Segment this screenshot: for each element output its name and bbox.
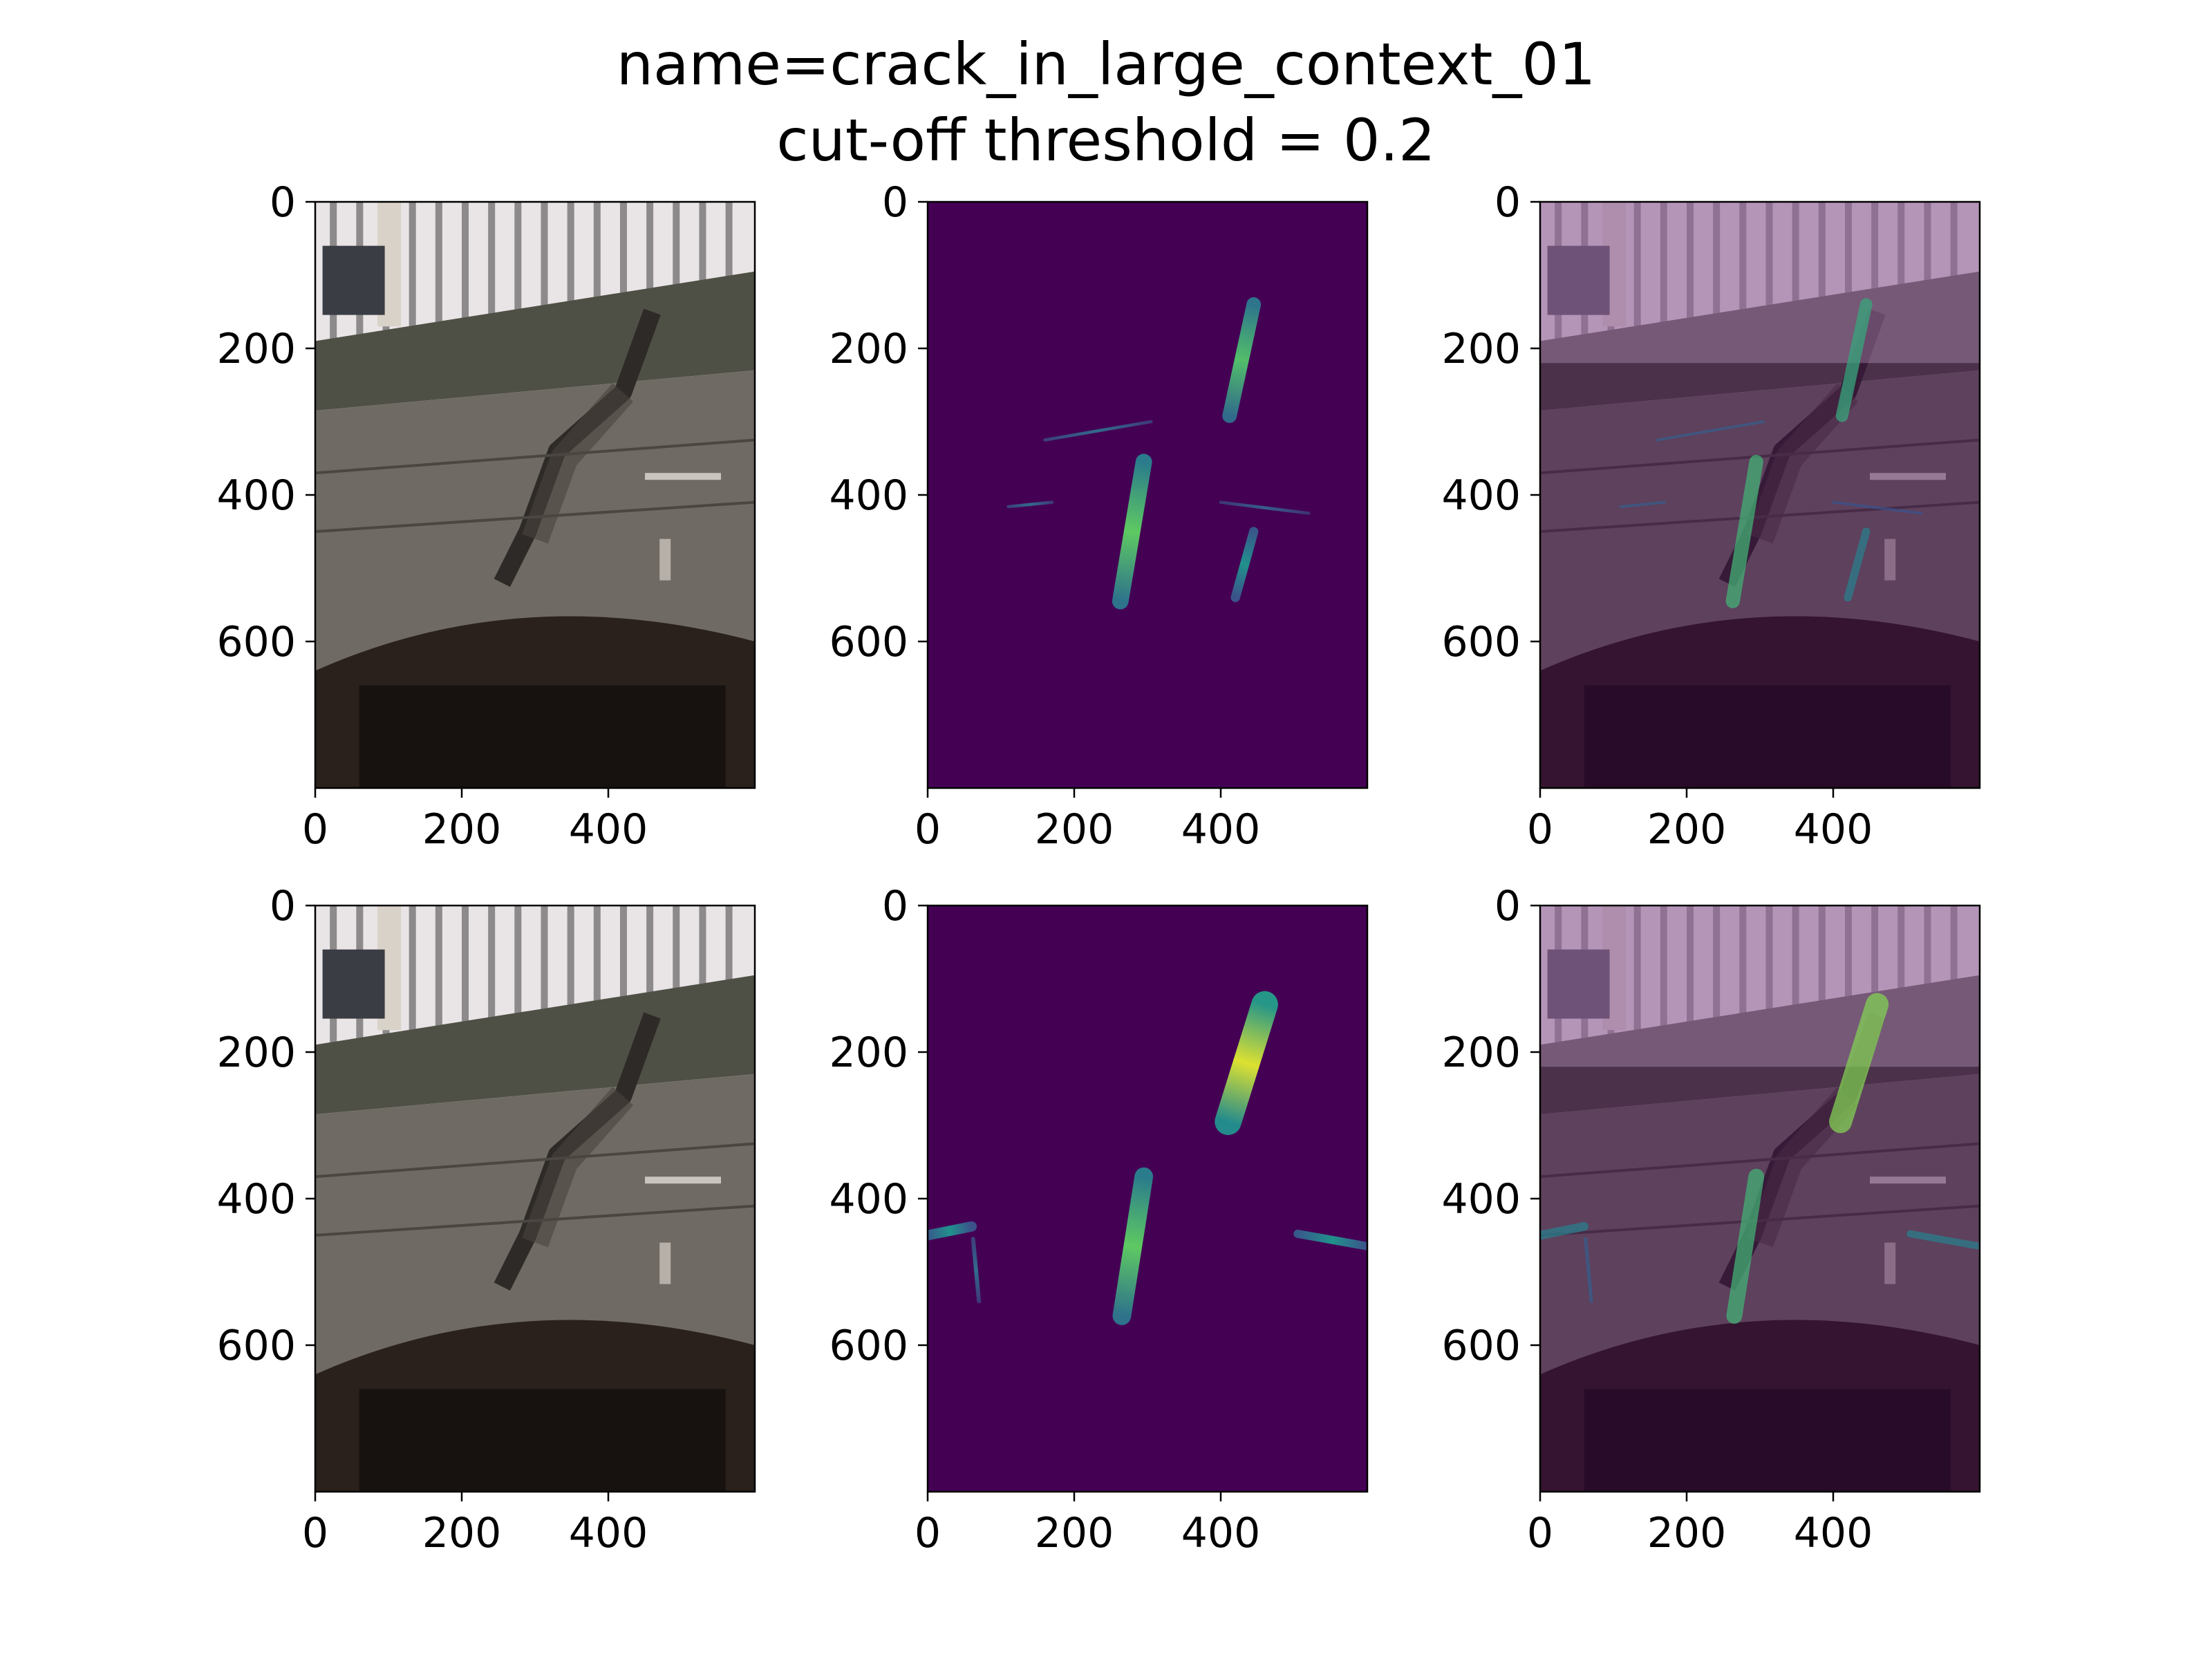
y-tick-label: 400 — [1441, 471, 1521, 520]
x-tick-label: 0 — [1527, 1509, 1553, 1557]
x-tick-label: 200 — [422, 805, 502, 854]
y-tick-label: 0 — [1494, 882, 1521, 930]
y-tick-label: 400 — [1441, 1175, 1521, 1224]
y-tick-label: 600 — [216, 618, 296, 666]
x-tick-label: 400 — [1181, 1509, 1261, 1557]
input-photo — [315, 202, 755, 788]
x-tick-label: 0 — [302, 1509, 328, 1557]
x-tick-label: 200 — [1035, 805, 1114, 854]
wall-stain — [659, 1243, 671, 1284]
x-tick-label: 400 — [569, 1509, 648, 1557]
subplot-r0c1: 0 200 400 0 200 400 600 — [829, 178, 1367, 854]
y-tick-label: 0 — [882, 882, 908, 930]
x-tick-label: 400 — [1794, 805, 1873, 854]
arch-shadow — [359, 1389, 726, 1492]
y-tick-label: 200 — [1441, 1029, 1521, 1077]
y-tick-label: 200 — [829, 325, 908, 373]
y-tick-label: 0 — [270, 178, 296, 227]
y-tick-label: 200 — [216, 1029, 296, 1077]
input-photo — [315, 906, 755, 1492]
x-tick-label: 0 — [1527, 805, 1553, 854]
wall-stain — [659, 539, 671, 581]
x-tick-label: 400 — [569, 805, 648, 854]
y-tick-label: 600 — [216, 1322, 296, 1370]
y-tick-label: 200 — [829, 1029, 908, 1077]
subplot-grid: 0 200 400 0 200 400 600 0 200 400 0 200 400 600 0 200 40… — [216, 178, 1980, 1557]
prediction-heatmap — [928, 906, 1367, 1492]
x-tick-label: 200 — [1035, 1509, 1114, 1557]
y-tick-label: 600 — [1441, 1322, 1521, 1370]
subplot-r0c0: 0 200 400 0 200 400 600 — [216, 178, 755, 854]
y-tick-label: 0 — [1494, 178, 1521, 227]
prediction-heatmap — [928, 202, 1367, 788]
y-tick-label: 600 — [1441, 618, 1521, 666]
wall-stain — [645, 473, 721, 480]
subplot-r1c2: 0 200 400 0 200 400 600 — [1441, 882, 1980, 1557]
figure-title-line2: cut-off threshold = 0.2 — [776, 106, 1435, 174]
x-tick-label: 0 — [302, 805, 328, 854]
subplot-r1c0: 0 200 400 0 200 400 600 — [216, 882, 755, 1557]
y-tick-label: 600 — [829, 618, 908, 666]
y-tick-label: 400 — [216, 471, 296, 520]
x-tick-label: 200 — [422, 1509, 502, 1557]
y-tick-label: 400 — [829, 1175, 908, 1224]
y-tick-label: 0 — [882, 178, 908, 227]
y-tick-label: 200 — [1441, 325, 1521, 373]
y-tick-label: 400 — [829, 471, 908, 520]
y-tick-label: 200 — [216, 325, 296, 373]
arch-shadow — [359, 686, 726, 788]
y-tick-label: 400 — [216, 1175, 296, 1224]
subplot-r0c2: 0 200 400 0 200 400 600 — [1441, 178, 1980, 854]
overlay-tint-top — [1540, 202, 1980, 363]
overlay-image — [1540, 202, 1980, 788]
x-tick-label: 0 — [915, 1509, 941, 1557]
y-tick-label: 600 — [829, 1322, 908, 1370]
y-tick-label: 0 — [270, 882, 296, 930]
overlay-tint-top — [1540, 906, 1980, 1067]
overlay-image — [1540, 906, 1980, 1492]
x-tick-label: 200 — [1647, 1509, 1727, 1557]
x-tick-label: 400 — [1181, 805, 1261, 854]
background-object — [323, 246, 385, 315]
x-tick-label: 400 — [1794, 1509, 1873, 1557]
subplot-r1c1: 0 200 400 0 200 400 600 — [829, 882, 1367, 1557]
x-tick-label: 0 — [915, 805, 941, 854]
mask-background — [928, 202, 1367, 788]
x-tick-label: 200 — [1647, 805, 1727, 854]
figure-title-line1: name=crack_in_large_context_01 — [617, 30, 1596, 98]
wall-stain — [645, 1177, 721, 1183]
background-object — [323, 950, 385, 1019]
